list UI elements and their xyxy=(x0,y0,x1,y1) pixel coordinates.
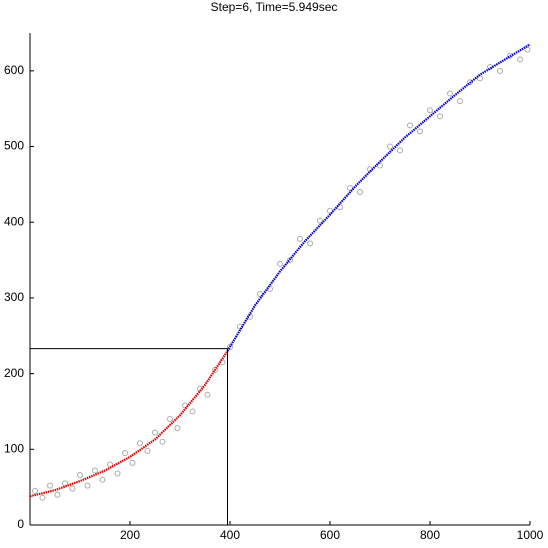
data-point xyxy=(517,56,523,63)
data-point xyxy=(212,366,218,373)
data-point xyxy=(524,46,531,53)
data-point xyxy=(407,122,413,129)
data-point xyxy=(397,147,403,154)
data-point xyxy=(427,107,433,114)
data-point xyxy=(277,260,283,267)
data-point xyxy=(137,440,143,447)
data-point xyxy=(47,482,53,489)
data-point xyxy=(77,472,83,479)
chart-title: Step=6, Time=5.949sec xyxy=(211,0,338,14)
data-point xyxy=(287,257,293,264)
data-point xyxy=(457,98,463,105)
data-point xyxy=(337,204,343,211)
data-point xyxy=(84,482,91,489)
y-tick-label: 100 xyxy=(4,441,24,455)
y-tick-label: 400 xyxy=(4,214,24,228)
data-point xyxy=(467,79,473,86)
data-point xyxy=(417,128,423,135)
fit-curve xyxy=(29,350,229,498)
data-point xyxy=(122,450,128,457)
y-tick-label: 200 xyxy=(4,366,24,380)
data-point xyxy=(227,344,233,351)
data-point xyxy=(357,188,363,195)
data-point xyxy=(69,485,76,492)
x-tick-label: 600 xyxy=(320,528,340,542)
fit-curve xyxy=(226,43,531,352)
data-point xyxy=(257,291,263,298)
data-point xyxy=(437,113,443,120)
y-tick-label: 600 xyxy=(4,63,24,77)
data-point xyxy=(347,185,353,192)
data-point xyxy=(174,425,181,432)
data-point xyxy=(62,480,68,487)
data-point xyxy=(152,429,158,436)
data-point xyxy=(317,217,323,224)
data-point xyxy=(497,67,503,74)
data-point xyxy=(114,470,121,477)
x-tick-label: 800 xyxy=(420,528,440,542)
y-tick-label: 0 xyxy=(17,517,24,531)
data-point xyxy=(144,447,151,454)
x-tick-label: 200 xyxy=(120,528,140,542)
data-point xyxy=(447,90,453,97)
data-point xyxy=(32,487,38,494)
data-point xyxy=(387,143,393,150)
data-point xyxy=(307,240,313,247)
y-tick-label: 300 xyxy=(4,290,24,304)
data-point xyxy=(92,467,98,474)
y-tick-label: 500 xyxy=(4,139,24,153)
data-point xyxy=(129,459,136,466)
data-point xyxy=(297,235,303,242)
data-point xyxy=(159,438,166,445)
data-point xyxy=(204,391,211,398)
data-point xyxy=(377,162,383,169)
x-tick-label: 400 xyxy=(220,528,240,542)
x-tick-label: 1000 xyxy=(517,528,544,542)
data-point xyxy=(189,408,196,415)
data-point xyxy=(39,494,46,501)
data-point xyxy=(54,491,61,498)
data-point xyxy=(167,416,173,423)
data-point xyxy=(99,476,106,483)
